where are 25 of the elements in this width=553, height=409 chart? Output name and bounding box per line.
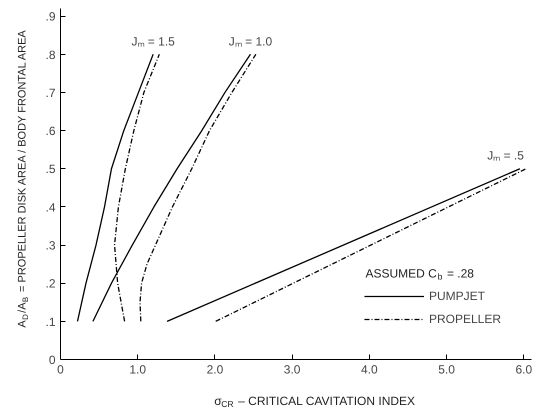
x-tick-label: 3.0 (284, 362, 301, 376)
x-tick-label: 1.0 (129, 362, 146, 376)
y-tick-label: .7 (45, 86, 56, 100)
line-series (92, 54, 252, 322)
x-tick-label: 2.0 (206, 362, 224, 376)
y-tick-label: .8 (45, 48, 56, 62)
y-tick-label: .6 (45, 124, 56, 138)
x-tick-label: 4.0 (361, 362, 378, 376)
y-tick-label: .1 (45, 314, 56, 329)
annotation: Jₘ = 1.5 (131, 34, 176, 48)
line-series (76, 54, 154, 322)
annotation: Jₘ = .5 (487, 148, 524, 163)
line-series (139, 54, 256, 322)
y-tick-label: .3 (45, 238, 56, 253)
y-tick-label: 0 (48, 353, 56, 367)
legend-label: PROPELLER (428, 312, 501, 326)
x-tick-label: 5.0 (438, 362, 456, 376)
y-tick-label: .2 (45, 276, 56, 291)
x-tick-label: 0 (57, 362, 64, 376)
y-tick-label: .5 (45, 162, 56, 176)
annotation: Jₘ = 1.0 (228, 34, 272, 48)
legend-label: PUMPJET (428, 289, 485, 303)
x-tick-label: 6.0 (515, 362, 532, 376)
y-tick-label: .9 (45, 10, 56, 24)
y-tick-label: .4 (45, 200, 56, 214)
